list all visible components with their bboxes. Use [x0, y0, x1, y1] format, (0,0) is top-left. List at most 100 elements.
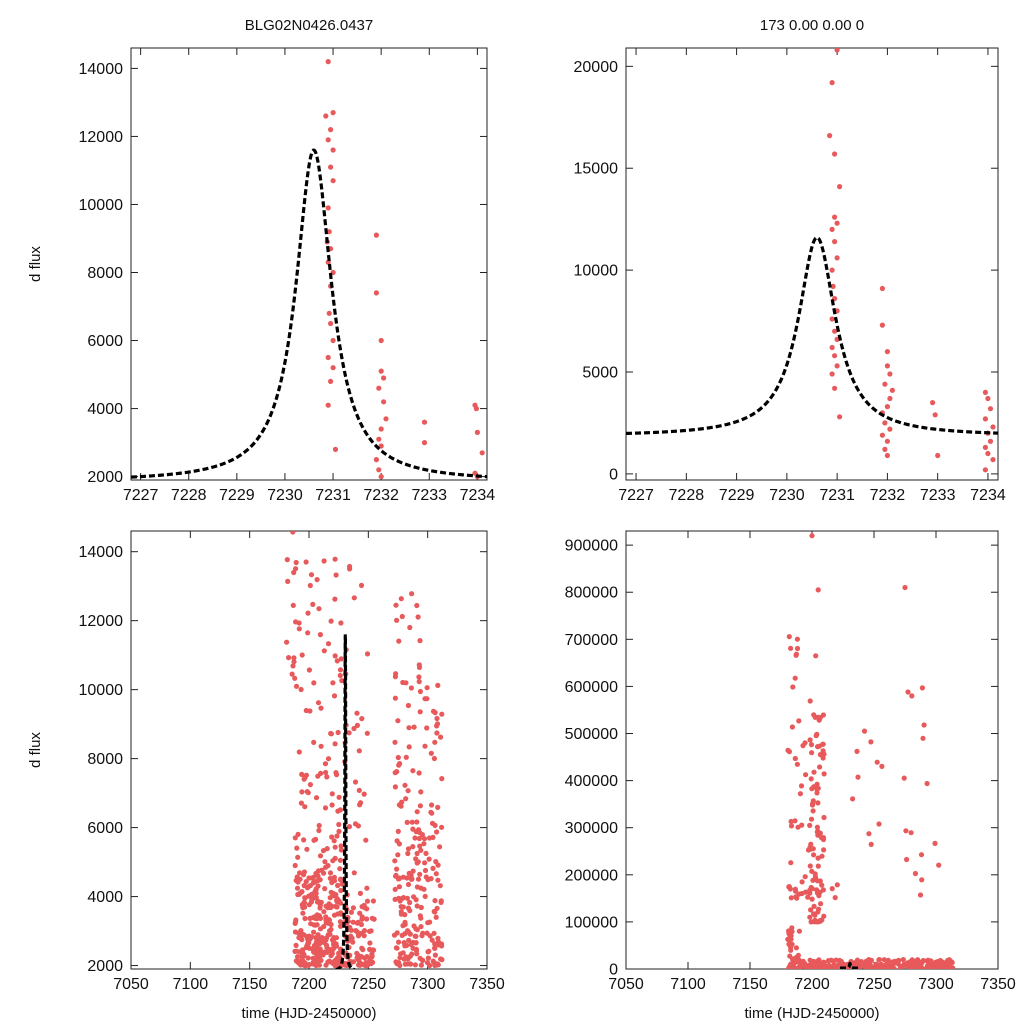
- data-point: [813, 653, 819, 659]
- data-point: [404, 875, 410, 881]
- data-point: [423, 850, 429, 857]
- data-point: [815, 958, 821, 964]
- data-point: [985, 395, 991, 402]
- data-point: [417, 709, 423, 715]
- data-point: [301, 872, 307, 878]
- data-point: [393, 602, 399, 608]
- data-point: [411, 724, 417, 730]
- data-point: [330, 178, 336, 184]
- data-point: [350, 919, 356, 925]
- data-point: [321, 648, 327, 654]
- data-point: [371, 916, 377, 922]
- data-point: [812, 912, 818, 918]
- data-point: [401, 956, 407, 962]
- data-point: [306, 962, 312, 968]
- data-point: [358, 954, 365, 960]
- data-point: [304, 789, 310, 795]
- data-point: [326, 310, 332, 316]
- data-point: [321, 558, 327, 564]
- data-point: [882, 381, 888, 387]
- y-tick-label: 8000: [87, 751, 123, 768]
- data-point: [818, 835, 825, 841]
- data-point: [295, 954, 301, 960]
- data-point: [902, 584, 908, 591]
- data-point: [832, 239, 838, 245]
- plot-area: [626, 48, 998, 473]
- data-point: [987, 406, 994, 412]
- x-tick-label: 7232: [870, 487, 906, 504]
- x-tick-label: 7228: [669, 487, 705, 504]
- data-point: [819, 882, 825, 888]
- data-point: [394, 866, 400, 872]
- y-tick-label: 500000: [565, 726, 618, 743]
- data-point: [418, 885, 424, 891]
- data-point: [832, 328, 838, 334]
- data-point: [427, 919, 433, 925]
- data-point: [416, 770, 422, 776]
- data-point: [348, 933, 354, 939]
- data-point: [338, 887, 344, 894]
- x-tick-label: 7229: [219, 487, 255, 504]
- y-tick-label: 12000: [79, 129, 124, 146]
- data-point: [410, 768, 416, 774]
- data-point: [807, 822, 813, 829]
- data-point: [316, 827, 322, 834]
- data-point: [785, 747, 791, 753]
- data-point: [321, 939, 327, 946]
- data-point: [433, 871, 439, 877]
- data-point: [807, 863, 813, 869]
- data-point: [373, 290, 379, 296]
- data-point: [412, 835, 418, 841]
- data-point: [325, 756, 332, 762]
- data-point: [817, 764, 823, 770]
- data-point: [921, 722, 927, 728]
- data-point: [919, 877, 925, 883]
- data-point: [794, 636, 801, 642]
- data-point: [317, 905, 323, 911]
- data-point: [330, 365, 336, 371]
- data-point: [473, 406, 479, 412]
- data-point: [327, 931, 333, 937]
- data-point: [982, 467, 989, 473]
- data-point: [829, 316, 835, 322]
- data-point: [395, 718, 401, 724]
- x-tick-label: 7229: [719, 487, 755, 504]
- data-point: [293, 917, 299, 923]
- y-tick-label: 400000: [565, 773, 618, 790]
- data-point: [297, 870, 303, 876]
- data-point: [300, 947, 306, 953]
- x-tick-label: 7200: [291, 976, 327, 993]
- data-point: [435, 877, 441, 883]
- data-point: [294, 845, 300, 851]
- data-point: [850, 796, 856, 802]
- data-point: [299, 771, 305, 778]
- data-point: [348, 909, 354, 915]
- data-point: [358, 582, 365, 589]
- data-point: [308, 899, 314, 905]
- data-point: [394, 617, 400, 623]
- data-point: [821, 771, 827, 777]
- data-point: [393, 945, 399, 951]
- data-point: [818, 901, 824, 907]
- data-point: [296, 935, 302, 941]
- data-point: [787, 886, 794, 892]
- data-point: [393, 671, 399, 677]
- data-point: [337, 866, 343, 872]
- data-point: [788, 823, 795, 829]
- panel-top-right: 7227 7228 7229 7230 7231 7232 7233 7234 0 5000 100…: [574, 17, 1006, 504]
- data-point: [407, 899, 413, 906]
- data-point: [414, 903, 420, 909]
- data-point: [405, 905, 411, 911]
- y-tick-label: 20000: [574, 59, 619, 76]
- data-point: [814, 966, 820, 969]
- data-point: [434, 730, 440, 736]
- data-point: [434, 715, 440, 722]
- data-point: [381, 375, 387, 381]
- data-point: [815, 800, 821, 806]
- x-tick-label: 7230: [769, 487, 805, 504]
- data-point: [338, 900, 344, 906]
- data-point: [338, 620, 344, 626]
- data-point: [435, 939, 441, 945]
- data-point: [409, 951, 415, 957]
- data-point: [332, 446, 339, 452]
